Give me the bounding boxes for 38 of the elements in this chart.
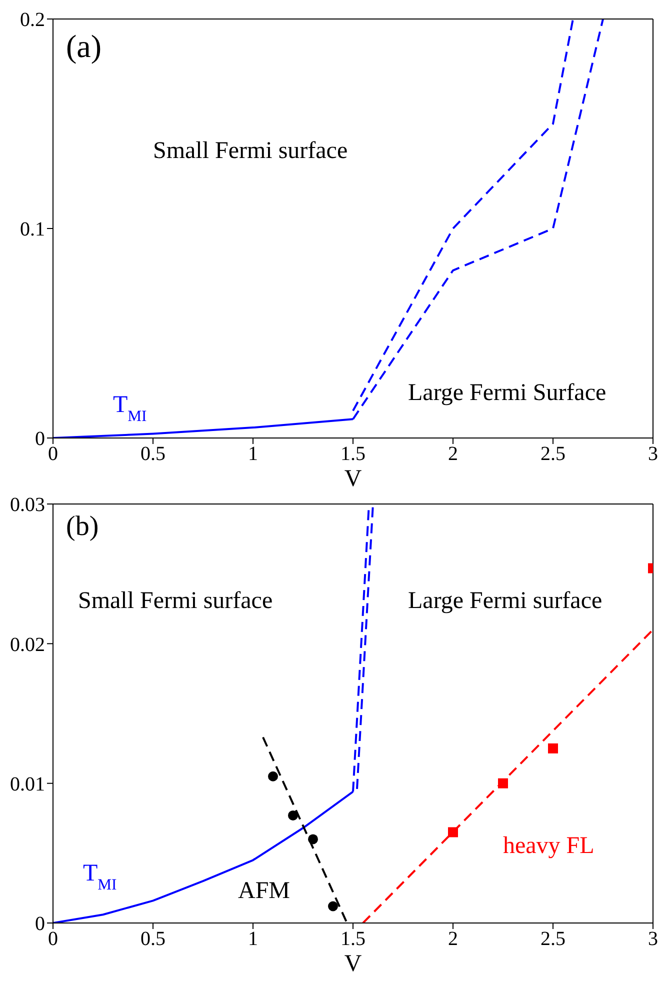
point xyxy=(308,834,318,844)
x-tick-label: 2.5 xyxy=(540,928,566,950)
series-label: heavy FL xyxy=(503,833,594,859)
annotation: (b) xyxy=(66,511,99,543)
x-tick-label: 0.5 xyxy=(140,928,166,950)
x-tick-label: 1.5 xyxy=(340,928,366,950)
point xyxy=(268,771,278,782)
annotation: Large Fermi surface xyxy=(408,588,602,615)
x-tick-label: 2 xyxy=(448,443,458,466)
point xyxy=(548,743,558,754)
annotation: (a) xyxy=(66,28,102,65)
x-tick-label: 0.5 xyxy=(140,443,166,466)
x-tick-label: 2 xyxy=(448,928,458,950)
point xyxy=(498,778,508,788)
point xyxy=(448,827,458,838)
y-tick-label: 0.03 xyxy=(10,494,45,516)
point xyxy=(288,810,298,820)
y-tick-label: 0.2 xyxy=(20,9,45,32)
annotation: AFM xyxy=(238,878,290,905)
x-tick-label: 1 xyxy=(248,928,258,950)
x-axis-title: V xyxy=(344,466,362,492)
y-tick-label: 0 xyxy=(35,428,45,450)
x-tick-label: 1.5 xyxy=(340,443,366,466)
y-tick-label: 0 xyxy=(35,913,45,936)
series-label: T$_{MI}$ xyxy=(83,860,117,894)
annotation: Small Fermi surface xyxy=(153,138,348,165)
x-tick-label: 1 xyxy=(248,443,258,466)
annotation: Large Fermi Surface xyxy=(408,380,606,407)
annotation: Small Fermi surface xyxy=(78,588,273,615)
x-tick-label: 2.5 xyxy=(540,443,566,466)
y-tick-label: 0.1 xyxy=(20,218,45,241)
y-tick-label: 0.02 xyxy=(10,634,45,656)
y-tick-label: 0.01 xyxy=(10,773,45,796)
x-tick-label: 3 xyxy=(648,928,658,950)
series-label: T$_{MI}$ xyxy=(113,392,147,424)
x-tick-label: 3 xyxy=(648,443,658,466)
x-axis-title: V xyxy=(344,951,362,977)
point xyxy=(328,901,338,912)
